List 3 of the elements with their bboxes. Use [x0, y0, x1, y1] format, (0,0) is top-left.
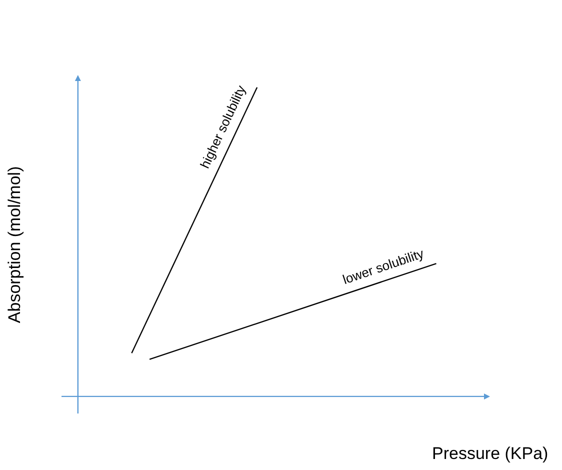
text: lower solubility: [340, 246, 426, 288]
y-axis-title: Absorption (mol/mol): [5, 166, 24, 324]
x-axis-title: Pressure (KPa): [432, 444, 548, 463]
